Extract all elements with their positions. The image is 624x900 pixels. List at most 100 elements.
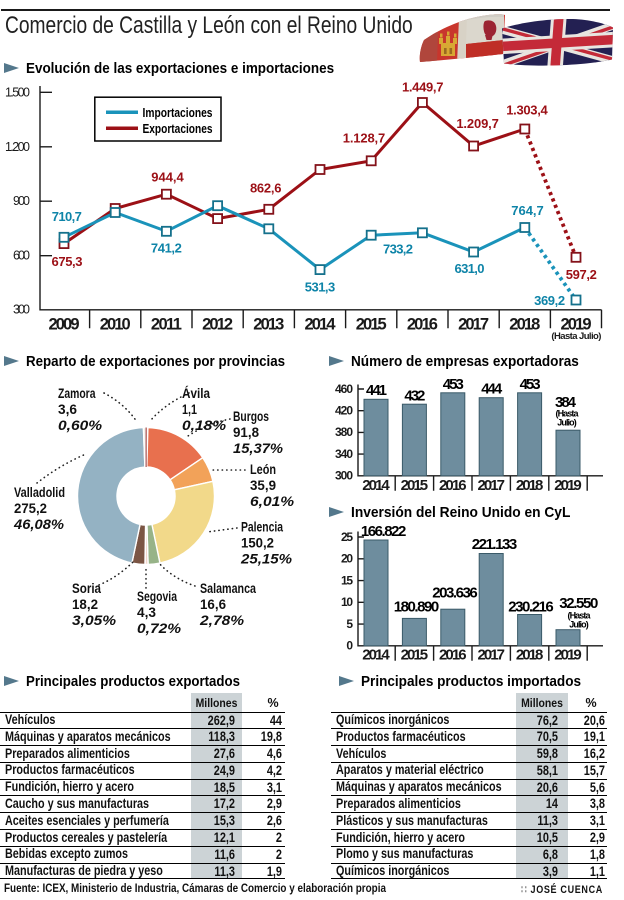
svg-text:741,2: 741,2: [151, 240, 182, 255]
svg-text:4,3: 4,3: [137, 604, 156, 620]
svg-text:35,9: 35,9: [250, 477, 276, 493]
svg-text:20: 20: [341, 552, 353, 566]
svg-text:380: 380: [335, 425, 353, 439]
svg-text:Julio): Julio): [557, 418, 577, 428]
svg-text:91,8: 91,8: [233, 424, 259, 440]
svg-text:432: 432: [404, 388, 425, 405]
svg-text:(Hasta: (Hasta: [556, 409, 580, 419]
svg-text:900: 900: [13, 194, 30, 208]
svg-text:Valladolid: Valladolid: [14, 484, 65, 500]
svg-text:2016: 2016: [439, 477, 467, 494]
svg-text:2019: 2019: [561, 316, 592, 334]
svg-text:2013: 2013: [253, 316, 284, 334]
svg-text:Palencia: Palencia: [241, 519, 283, 535]
svg-text:420: 420: [335, 404, 353, 418]
svg-text:944,4: 944,4: [151, 170, 184, 185]
svg-text:2014: 2014: [362, 477, 390, 494]
svg-text:2017: 2017: [458, 316, 489, 334]
svg-text:710,7: 710,7: [52, 209, 82, 224]
svg-text:Julio): Julio): [569, 620, 589, 630]
svg-text:2014: 2014: [362, 647, 390, 664]
svg-text:Exportaciones: Exportaciones: [143, 121, 213, 136]
svg-text:2018: 2018: [516, 647, 544, 664]
svg-text:Salamanca: Salamanca: [200, 580, 256, 596]
svg-text:2011: 2011: [151, 316, 182, 334]
svg-text:2019: 2019: [554, 477, 582, 494]
svg-text:1.303,4: 1.303,4: [506, 103, 548, 118]
svg-text:Ávila: Ávila: [182, 385, 210, 401]
svg-text:2019: 2019: [554, 647, 582, 664]
svg-text:2015: 2015: [356, 316, 387, 334]
svg-text:300: 300: [335, 469, 353, 483]
svg-text:León: León: [250, 461, 276, 477]
svg-text:764,7: 764,7: [511, 203, 544, 218]
svg-text:150,2: 150,2: [241, 535, 274, 551]
svg-text:631,0: 631,0: [455, 261, 485, 276]
svg-text:16,6: 16,6: [200, 596, 226, 612]
svg-text:2009: 2009: [49, 316, 80, 334]
svg-text:0: 0: [346, 639, 353, 653]
svg-text:166.822: 166.822: [361, 523, 407, 540]
svg-text:5: 5: [346, 617, 353, 631]
svg-text:275,2: 275,2: [14, 500, 47, 516]
svg-text:862,6: 862,6: [250, 180, 282, 195]
svg-text:Zamora: Zamora: [58, 385, 96, 401]
svg-text:0,72%: 0,72%: [137, 620, 182, 636]
svg-text:300: 300: [13, 303, 30, 317]
svg-text:2017: 2017: [477, 647, 505, 664]
svg-text:Soria: Soria: [72, 580, 101, 596]
svg-text:3,6: 3,6: [58, 401, 77, 417]
svg-text:46,08%: 46,08%: [13, 516, 65, 532]
svg-text:444: 444: [481, 381, 503, 398]
svg-text:2017: 2017: [477, 477, 505, 494]
svg-text:597,2: 597,2: [566, 267, 597, 282]
svg-text:2016: 2016: [407, 316, 438, 334]
svg-text:Importaciones: Importaciones: [143, 105, 213, 120]
svg-text:1.500: 1.500: [5, 85, 30, 99]
svg-text:1.209,7: 1.209,7: [456, 116, 498, 131]
svg-text:2,78%: 2,78%: [199, 612, 245, 628]
svg-text:0,18%: 0,18%: [182, 417, 227, 433]
svg-text:340: 340: [335, 447, 353, 461]
svg-text:230.216: 230.216: [508, 599, 554, 616]
svg-text:2018: 2018: [516, 477, 544, 494]
svg-text:(Hasta: (Hasta: [568, 611, 592, 621]
svg-text:600: 600: [13, 249, 30, 263]
svg-text:15,37%: 15,37%: [233, 440, 284, 456]
svg-text:2014: 2014: [305, 316, 337, 334]
svg-text:15: 15: [341, 573, 353, 587]
svg-text:25: 25: [341, 530, 353, 544]
svg-text:1,1: 1,1: [182, 401, 197, 417]
svg-text:180.890: 180.890: [394, 599, 440, 616]
svg-text:2015: 2015: [401, 477, 429, 494]
svg-text:221.133: 221.133: [472, 536, 518, 553]
svg-text:10: 10: [341, 595, 353, 609]
svg-text:0,60%: 0,60%: [58, 417, 103, 433]
svg-text:203.636: 203.636: [432, 585, 478, 602]
svg-text:Segovia: Segovia: [137, 588, 177, 604]
svg-text:18,2: 18,2: [72, 596, 98, 612]
svg-text:675,3: 675,3: [52, 254, 83, 269]
svg-text:2012: 2012: [202, 316, 233, 334]
svg-text:6,01%: 6,01%: [250, 493, 295, 509]
svg-text:2015: 2015: [401, 647, 429, 664]
svg-text:733,2: 733,2: [383, 242, 413, 257]
svg-text:453: 453: [443, 376, 464, 393]
svg-text:3,05%: 3,05%: [72, 612, 117, 628]
svg-text:2010: 2010: [100, 316, 131, 334]
svg-text:1.449,7: 1.449,7: [402, 80, 444, 95]
svg-text:25,15%: 25,15%: [240, 551, 293, 567]
svg-text:(Hasta Julio): (Hasta Julio): [551, 331, 601, 342]
svg-text:453: 453: [520, 376, 541, 393]
svg-text:32.550: 32.550: [559, 595, 598, 612]
svg-text:2016: 2016: [439, 647, 467, 664]
svg-text:369,2: 369,2: [534, 293, 565, 308]
svg-text:1.128,7: 1.128,7: [343, 131, 386, 146]
svg-text:531,3: 531,3: [305, 280, 336, 295]
svg-text:460: 460: [335, 382, 353, 396]
svg-text:441: 441: [366, 382, 387, 399]
svg-text:384: 384: [555, 394, 577, 411]
svg-text:1.200: 1.200: [5, 140, 30, 154]
svg-text:2018: 2018: [509, 316, 540, 334]
svg-text:Burgos: Burgos: [233, 408, 269, 424]
